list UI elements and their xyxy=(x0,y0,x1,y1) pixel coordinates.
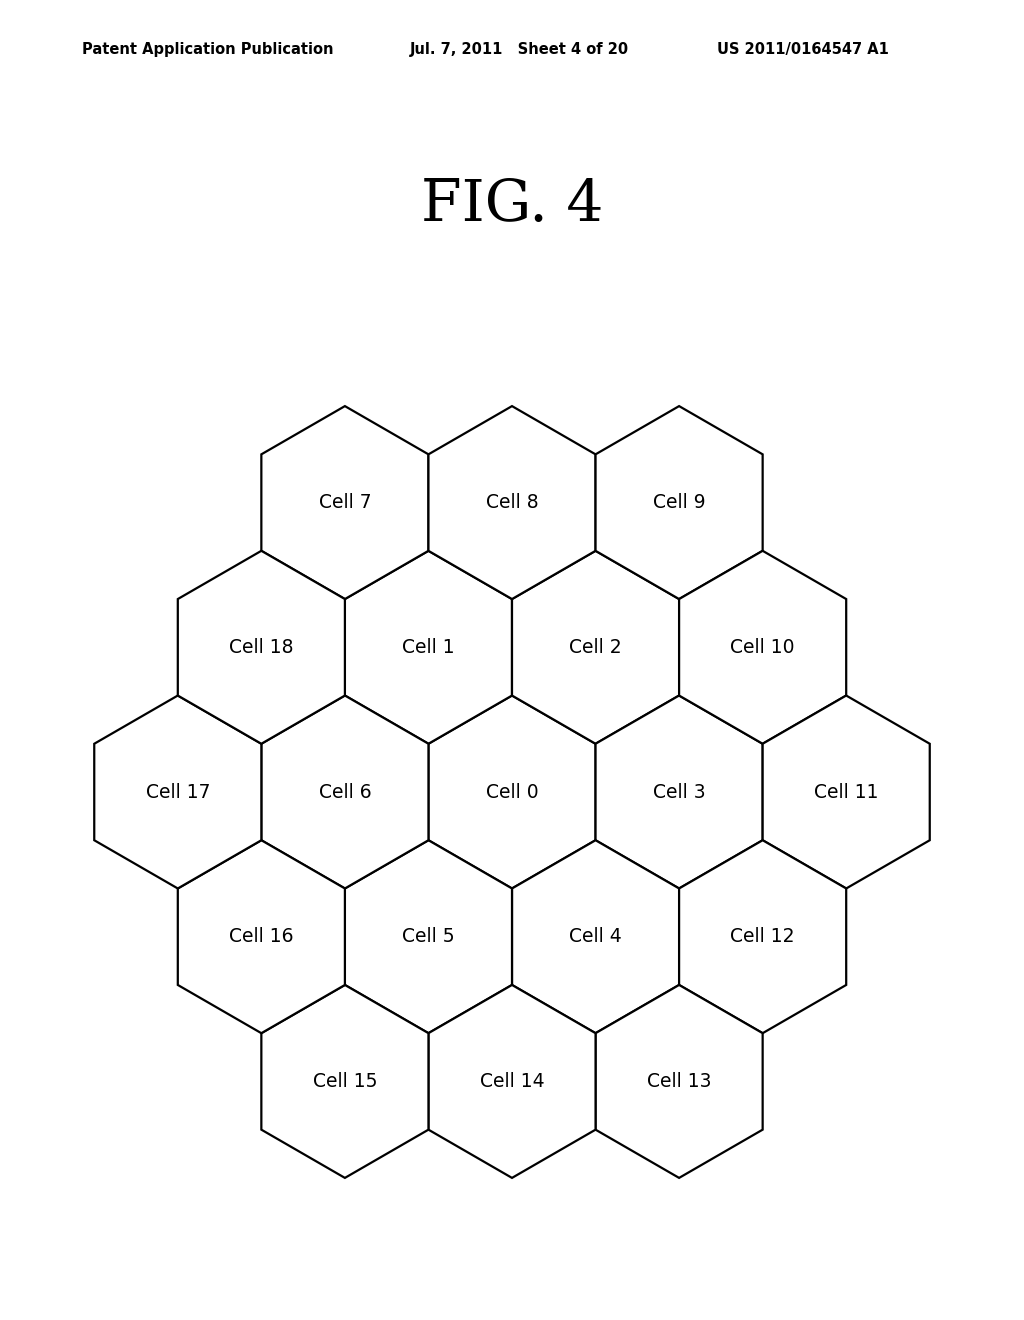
Polygon shape xyxy=(596,696,763,888)
Polygon shape xyxy=(428,407,596,599)
Polygon shape xyxy=(596,985,763,1177)
Text: Cell 5: Cell 5 xyxy=(402,927,455,946)
Text: Cell 4: Cell 4 xyxy=(569,927,622,946)
Polygon shape xyxy=(512,841,679,1034)
Polygon shape xyxy=(428,985,596,1177)
Polygon shape xyxy=(345,550,512,743)
Text: Cell 11: Cell 11 xyxy=(814,783,879,801)
Text: Cell 8: Cell 8 xyxy=(485,494,539,512)
Polygon shape xyxy=(261,985,428,1177)
Polygon shape xyxy=(261,407,428,599)
Text: Patent Application Publication: Patent Application Publication xyxy=(82,42,334,57)
Polygon shape xyxy=(261,696,428,888)
Polygon shape xyxy=(679,841,846,1034)
Text: Cell 12: Cell 12 xyxy=(730,927,795,946)
Polygon shape xyxy=(94,696,261,888)
Text: Cell 6: Cell 6 xyxy=(318,783,372,801)
Text: US 2011/0164547 A1: US 2011/0164547 A1 xyxy=(717,42,889,57)
Text: Cell 0: Cell 0 xyxy=(485,783,539,801)
Text: Cell 7: Cell 7 xyxy=(318,494,372,512)
Text: Cell 14: Cell 14 xyxy=(479,1072,545,1090)
Polygon shape xyxy=(178,550,345,743)
Text: FIG. 4: FIG. 4 xyxy=(421,177,603,232)
Text: Jul. 7, 2011   Sheet 4 of 20: Jul. 7, 2011 Sheet 4 of 20 xyxy=(410,42,629,57)
Text: Cell 2: Cell 2 xyxy=(569,638,622,657)
Text: Cell 13: Cell 13 xyxy=(647,1072,712,1090)
Text: Cell 10: Cell 10 xyxy=(730,638,795,657)
Text: Cell 18: Cell 18 xyxy=(229,638,294,657)
Polygon shape xyxy=(428,696,596,888)
Text: Cell 9: Cell 9 xyxy=(652,494,706,512)
Text: Cell 16: Cell 16 xyxy=(229,927,294,946)
Polygon shape xyxy=(512,550,679,743)
Polygon shape xyxy=(178,841,345,1034)
Text: Cell 3: Cell 3 xyxy=(652,783,706,801)
Polygon shape xyxy=(763,696,930,888)
Text: Cell 17: Cell 17 xyxy=(145,783,210,801)
Text: Cell 1: Cell 1 xyxy=(402,638,455,657)
Text: Cell 15: Cell 15 xyxy=(312,1072,377,1090)
Polygon shape xyxy=(345,841,512,1034)
Polygon shape xyxy=(596,407,763,599)
Polygon shape xyxy=(679,550,846,743)
